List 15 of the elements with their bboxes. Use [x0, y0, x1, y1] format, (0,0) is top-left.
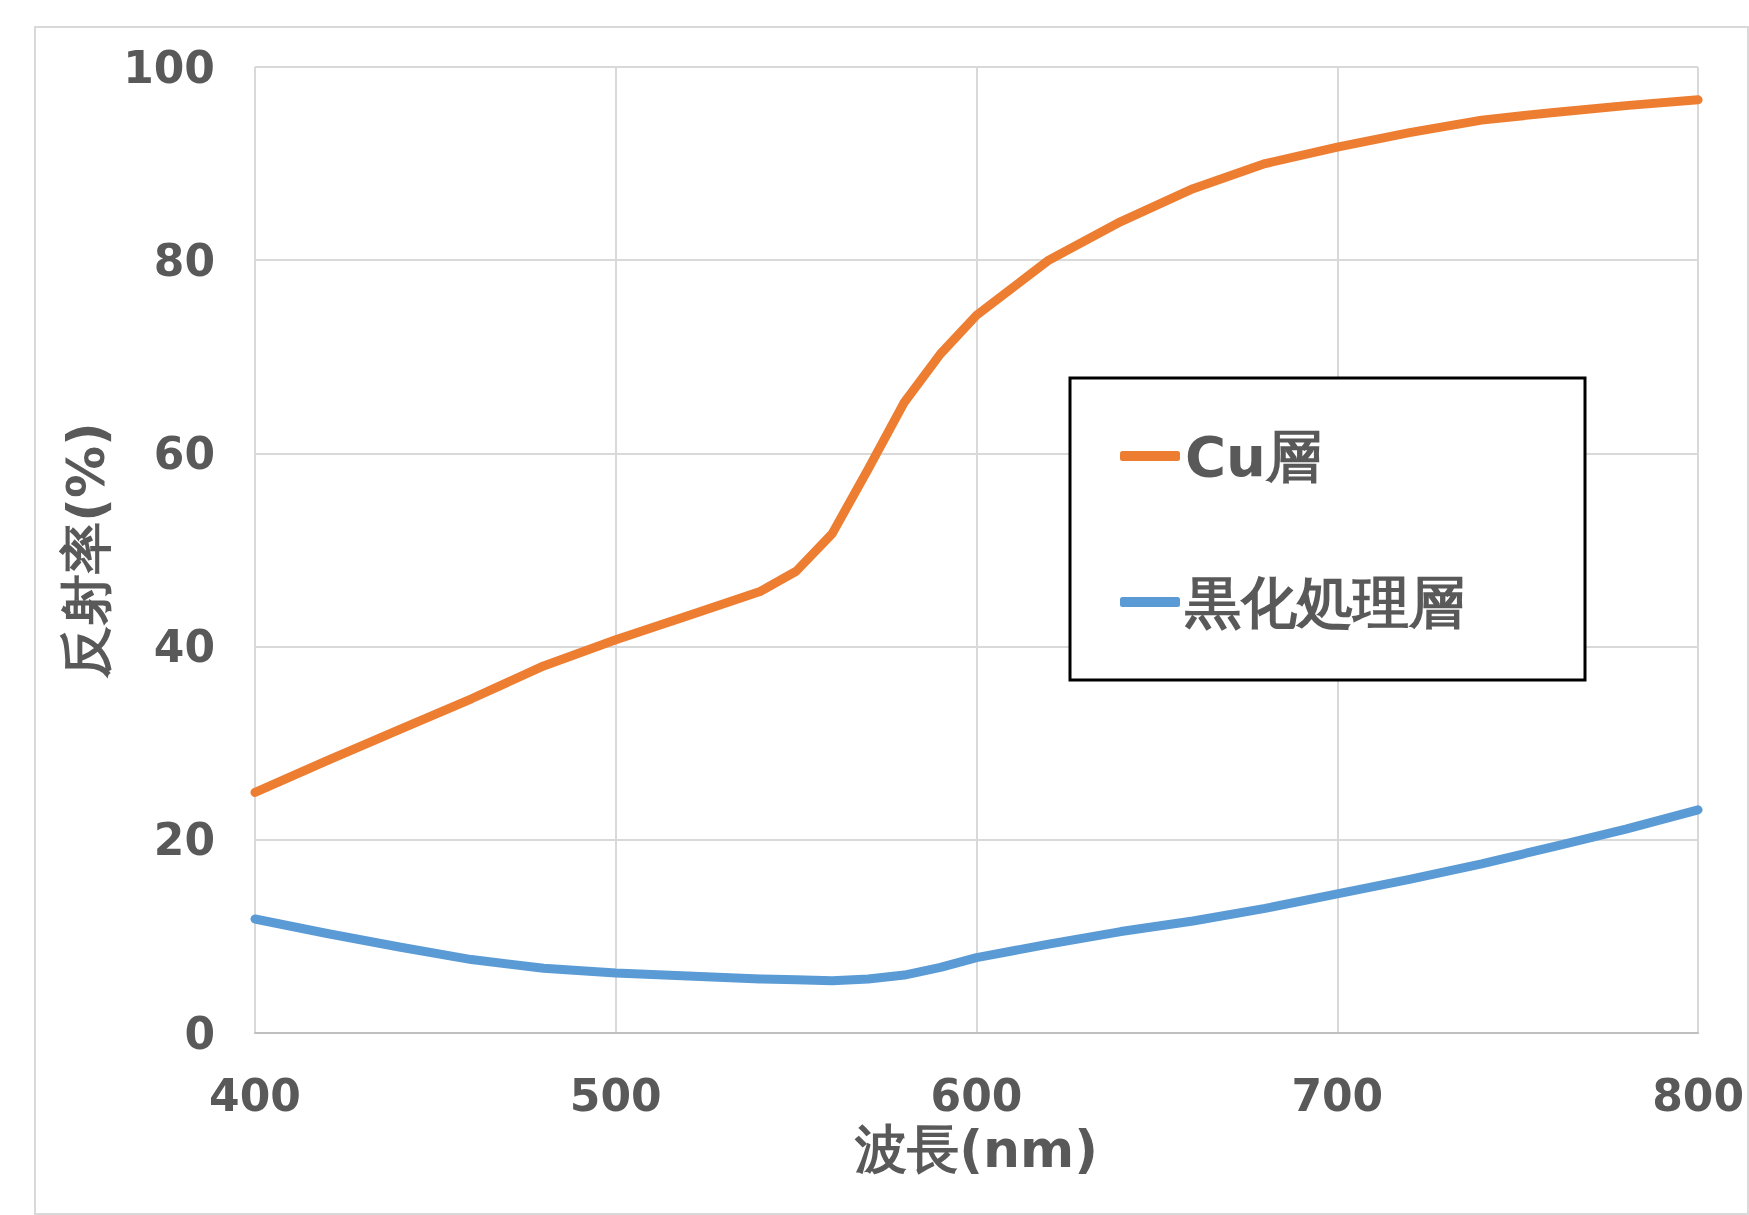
y-tick-label: 20 [153, 814, 215, 866]
x-tick-label: 600 [930, 1069, 1023, 1121]
legend-label: Cu層 [1185, 423, 1322, 489]
y-tick-label: 0 [184, 1007, 215, 1059]
x-tick-label: 500 [569, 1069, 662, 1121]
legend-label: 黒化処理層 [1184, 569, 1465, 635]
y-tick-label: 40 [153, 621, 215, 673]
x-tick-label: 400 [209, 1069, 301, 1121]
y-tick-label: 80 [153, 234, 215, 286]
x-axis-title: 波長(nm) [854, 1119, 1098, 1179]
y-tick-label: 100 [123, 41, 215, 93]
y-axis-title: 反射率(%) [56, 422, 117, 679]
x-tick-label: 700 [1291, 1069, 1384, 1121]
y-tick-label: 60 [153, 427, 215, 479]
x-tick-label: 800 [1652, 1069, 1745, 1121]
